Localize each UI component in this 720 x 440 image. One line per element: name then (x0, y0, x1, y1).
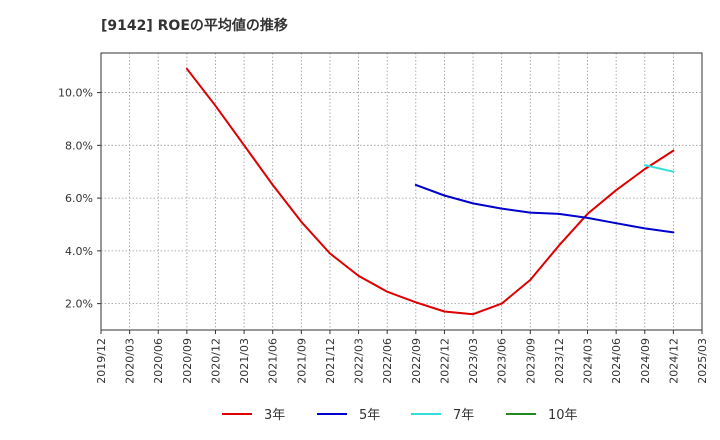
x-tick-label: 2020/03 (124, 338, 137, 384)
series-line-7年 (643, 164, 675, 173)
legend-label: 5年 (359, 408, 380, 423)
x-tick-label: 2021/09 (295, 338, 308, 384)
x-tick-label: 2022/12 (438, 338, 451, 384)
x-tick-label: 2021/12 (324, 338, 337, 384)
plot-area (100, 52, 703, 331)
x-tick-label: 2022/06 (381, 338, 394, 384)
y-tick-label: 2.0% (65, 298, 93, 311)
x-tick-label: 2024/03 (582, 338, 595, 384)
series-line-3年 (185, 67, 675, 316)
y-tick-label: 8.0% (65, 139, 93, 152)
series-line-5年 (414, 183, 675, 234)
x-tick-label: 2024/06 (610, 338, 623, 384)
x-tick-label: 2024/09 (639, 338, 652, 384)
grid-lines (100, 53, 703, 330)
x-tick-label: 2020/06 (152, 338, 165, 384)
x-tick-label: 2023/03 (467, 338, 480, 384)
series-lines (185, 67, 675, 316)
y-tick-label: 10.0% (58, 87, 93, 100)
x-tick-label: 2025/03 (696, 338, 709, 384)
y-tick-label: 4.0% (65, 245, 93, 258)
legend-label: 10年 (548, 408, 578, 423)
legend: 3年 5年 7年 10年 (222, 408, 578, 423)
x-tick-label: 2021/06 (267, 338, 280, 384)
x-axis: 2019/12 2020/03 2020/06 2020/09 2020/12 2021/… (95, 330, 709, 384)
x-tick-label: 2022/09 (410, 338, 423, 384)
x-tick-label: 2019/12 (95, 338, 108, 384)
x-tick-label: 2020/09 (181, 338, 194, 384)
x-tick-label: 2020/12 (209, 338, 222, 384)
x-tick-label: 2023/06 (496, 338, 509, 384)
x-tick-label: 2022/03 (353, 338, 366, 384)
legend-label: 3年 (264, 408, 285, 423)
y-tick-label: 6.0% (65, 192, 93, 205)
chart-title: [9142] ROEの平均値の推移 (101, 17, 288, 34)
y-axis: 2.0% 4.0% 6.0% 8.0% 10.0% (58, 87, 101, 311)
x-tick-label: 2024/12 (667, 338, 680, 384)
legend-label: 7年 (453, 408, 474, 423)
x-tick-label: 2021/03 (238, 338, 251, 384)
x-tick-label: 2023/09 (524, 338, 537, 384)
x-tick-label: 2023/12 (553, 338, 566, 384)
